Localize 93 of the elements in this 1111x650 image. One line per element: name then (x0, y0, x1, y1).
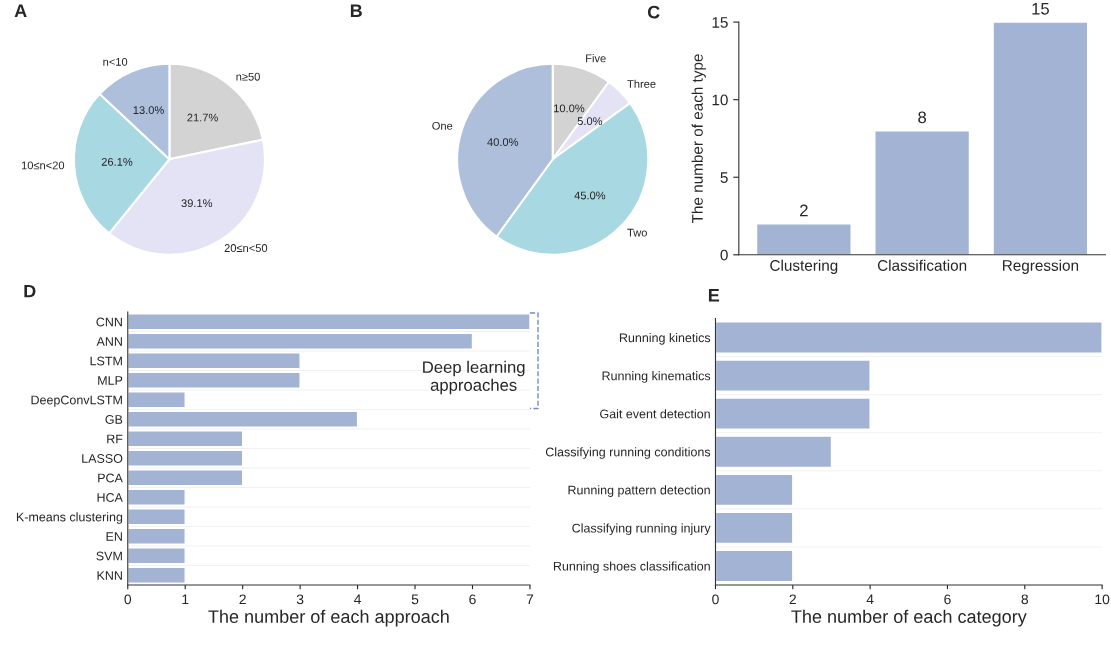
bar (127, 469, 244, 487)
y-tick-label: KNN (97, 571, 122, 580)
bar (127, 352, 301, 370)
y-tick-label: Running pattern detection (568, 485, 710, 497)
slice-label: Three (627, 79, 656, 88)
x-tick-label: Clustering (770, 259, 838, 274)
y-tick-label: Classifying running conditions (545, 447, 711, 459)
y-tick-label: DeepConvLSTM (31, 395, 122, 407)
x-tick-label: 6 (469, 594, 476, 605)
data-label: 40.0% (487, 138, 519, 146)
bar (127, 566, 186, 584)
y-tick-label: 10 (712, 94, 728, 106)
bar (715, 321, 1103, 354)
bar (874, 129, 971, 255)
slice-label: 20≤n<50 (224, 244, 268, 252)
bar (715, 359, 871, 392)
bar (127, 547, 186, 565)
x-tick-label: 3 (296, 594, 304, 605)
x-tick-label: 2 (239, 594, 246, 605)
slice-label: n≥50 (236, 72, 260, 81)
y-tick-label: Classifying running injury (572, 523, 711, 536)
x-tick-label: 0 (124, 594, 132, 605)
y-tick-label: 15 (712, 17, 728, 28)
y-tick-label: LASSO (82, 454, 123, 463)
data-label: 10.0% (554, 104, 585, 113)
data-label: 39.1% (181, 199, 213, 208)
bar (127, 410, 359, 428)
y-tick-label: PCA (98, 473, 123, 483)
x-tick-label: 1 (182, 594, 189, 605)
bar (715, 397, 871, 430)
chart-title: C (647, 5, 660, 19)
y-tick-label: LSTM (90, 356, 122, 366)
bar (992, 22, 1089, 255)
x-tick-label: Regression (1003, 259, 1079, 274)
x-tick-label: Classification (877, 259, 967, 271)
y-tick-label: 5 (720, 172, 728, 183)
bar (127, 488, 186, 506)
y-tick-label: Running shoes classification (553, 561, 710, 574)
y-tick-label: ANN (96, 337, 122, 346)
bar (715, 435, 833, 469)
data-label: 45.0% (574, 191, 606, 200)
y-tick-label: Running kinetics (619, 333, 711, 345)
y-tick-label: CNN (96, 317, 122, 327)
x-tick-label: 5 (411, 594, 419, 605)
data-label: 26.1% (101, 157, 133, 166)
chart-title: E (708, 289, 720, 302)
x-tick-label: 2 (789, 594, 796, 605)
slice-label: 10≤n<20 (21, 161, 65, 170)
x-tick-label: 6 (944, 594, 951, 605)
bar (127, 313, 530, 331)
y-tick-label: MLP (98, 376, 123, 385)
bar (127, 371, 301, 389)
x-axis-title: The number of each category (791, 609, 1027, 627)
data-label: 5.0% (577, 117, 603, 126)
bar (715, 473, 794, 507)
slice-label: Five (586, 54, 606, 63)
x-tick-label: 8 (1021, 594, 1029, 605)
chart-title: A (14, 4, 27, 17)
slice-label: n<10 (103, 57, 128, 66)
chart-title: B (350, 4, 362, 17)
slice-label: Two (627, 228, 647, 237)
y-tick-label: K-means clustering (16, 512, 123, 524)
bar (715, 549, 794, 583)
bar (127, 332, 474, 350)
bar (127, 391, 186, 409)
bar (127, 449, 244, 467)
y-tick-label: 0 (720, 249, 728, 261)
y-tick-label: Running kinematics (602, 371, 711, 383)
bar (127, 527, 186, 545)
x-tick-label: 4 (354, 594, 362, 605)
bar (715, 511, 794, 545)
y-tick-label: RF (107, 434, 123, 444)
y-tick-label: EN (106, 532, 122, 541)
bar (127, 508, 186, 526)
y-tick-label: HCA (97, 493, 123, 502)
annotation: Deep learning approaches (423, 360, 525, 395)
chart-title: D (24, 284, 36, 298)
x-tick-label: 4 (866, 594, 874, 605)
x-axis-title: The number of each approach (208, 609, 449, 627)
y-tick-label: GB (105, 415, 123, 424)
data-label: 13.0% (133, 106, 164, 115)
data-label: 21.7% (187, 113, 218, 122)
bar (127, 430, 244, 448)
y-axis-title: The number of each type (691, 54, 706, 224)
y-tick-label: SVM (96, 551, 122, 561)
y-tick-label: Gait event detection (600, 409, 710, 419)
data-label: 2 (800, 204, 808, 217)
x-tick-label: 10 (1095, 594, 1110, 605)
data-label: 15 (1032, 3, 1049, 15)
slice-label: One (432, 121, 453, 130)
data-label: 8 (918, 111, 927, 124)
x-tick-label: 7 (526, 594, 534, 605)
bar (755, 223, 852, 255)
